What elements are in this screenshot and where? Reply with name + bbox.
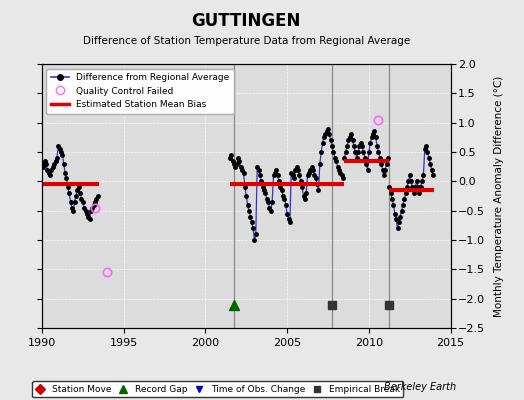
Text: GUTTINGEN: GUTTINGEN (192, 12, 301, 30)
Text: Berkeley Earth: Berkeley Earth (384, 382, 456, 392)
Legend: Station Move, Record Gap, Time of Obs. Change, Empirical Break: Station Move, Record Gap, Time of Obs. C… (32, 381, 403, 398)
Text: Difference of Station Temperature Data from Regional Average: Difference of Station Temperature Data f… (83, 36, 410, 46)
Y-axis label: Monthly Temperature Anomaly Difference (°C): Monthly Temperature Anomaly Difference (… (494, 75, 504, 317)
